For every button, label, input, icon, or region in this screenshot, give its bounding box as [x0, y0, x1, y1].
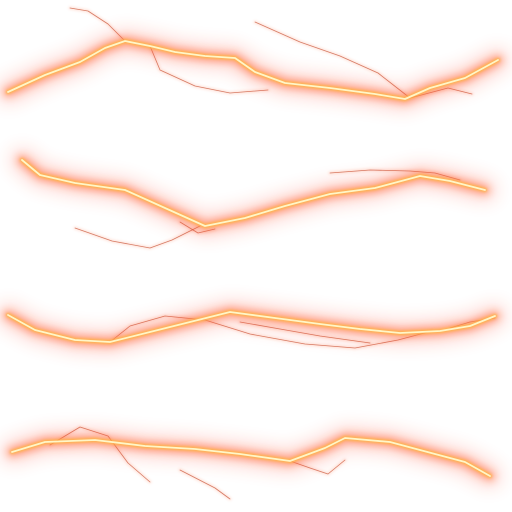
bolt-4: [1, 425, 501, 501]
bolt-1-branch-2: [149, 45, 269, 94]
bolt-3-branch-1: [109, 315, 433, 349]
bolt-4-core: [11, 437, 491, 477]
bolt-3-core: [7, 311, 496, 343]
bolt-2-branch-1: [74, 225, 201, 249]
bolt-2: [11, 149, 496, 250]
bolt-1: [0, 6, 509, 110]
bolt-1-core: [7, 40, 499, 100]
bolt-2-core: [21, 159, 486, 227]
bolt-2-branch-glow-1: [73, 224, 202, 250]
bolt-3: [0, 301, 506, 353]
bolt-4-branch-3: [179, 469, 231, 500]
bolt-4-branch-glow-3: [178, 468, 232, 501]
